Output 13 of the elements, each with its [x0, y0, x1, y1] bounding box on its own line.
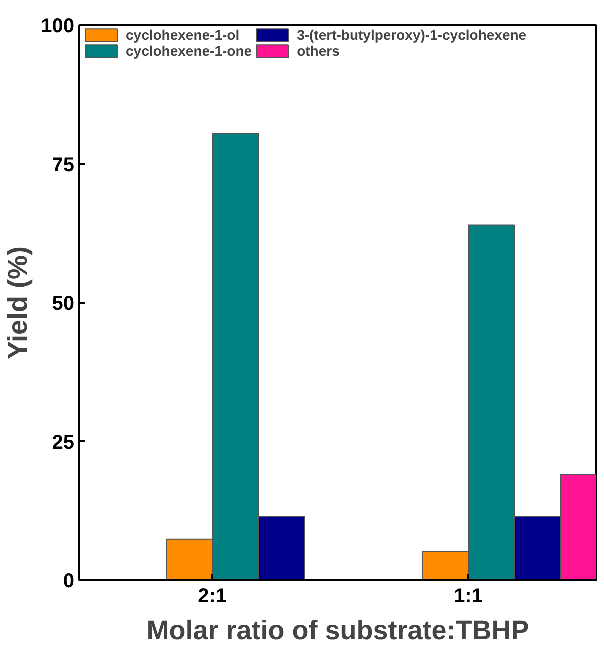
y-tick-label: 75	[52, 154, 75, 176]
y-axis-title: Yield (%)	[3, 246, 34, 360]
x-tick-label: 2:1	[198, 586, 228, 608]
y-tick-label: 25	[52, 432, 75, 454]
legend-label: cyclohexene-1-one	[126, 43, 252, 59]
legend-label: others	[297, 43, 340, 59]
y-tick-label: 100	[41, 16, 75, 38]
y-tick-label: 50	[52, 293, 75, 315]
y-tick-label: 0	[63, 570, 74, 592]
x-tick-label: 1:1	[454, 586, 483, 608]
legend-label: cyclohexene-1-ol	[126, 27, 240, 43]
x-axis-title: Molar ratio of substrate:TBHP	[146, 616, 530, 646]
legend-label: 3-(tert-butylperoxy)-1-cyclohexene	[297, 27, 527, 43]
